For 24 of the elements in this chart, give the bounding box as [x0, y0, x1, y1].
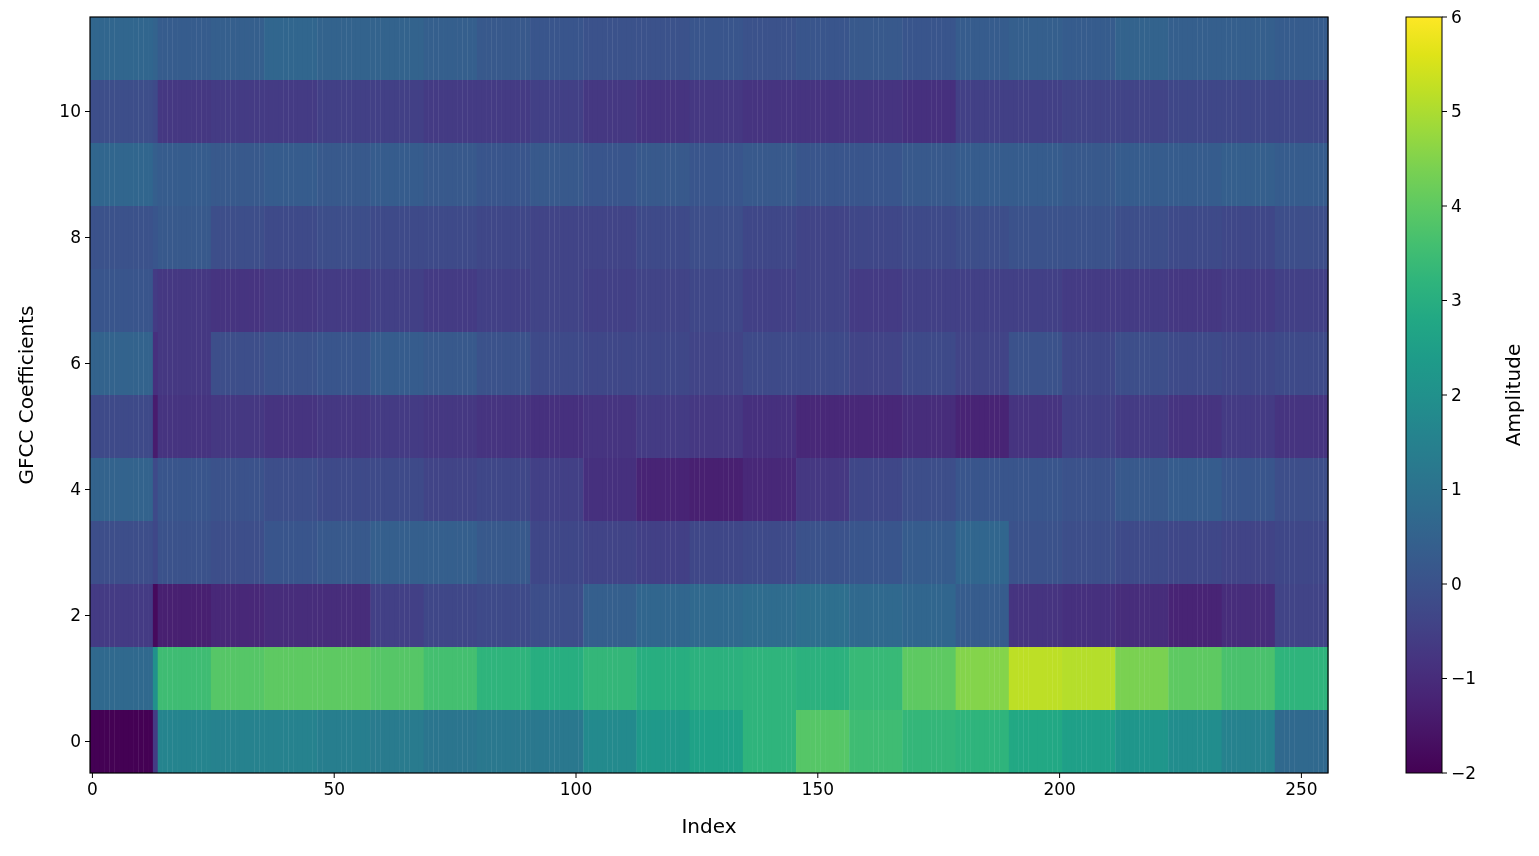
x-tick-label: 200 [1043, 779, 1076, 799]
color-bar-label: 5 [1451, 101, 1462, 122]
color-bar-label: 1 [1451, 479, 1462, 500]
x-tick-label: 250 [1285, 779, 1318, 799]
y-tick-label: 10 [59, 101, 81, 122]
x-tick-label: 100 [559, 779, 593, 799]
color-bar-label: −2 [1451, 762, 1477, 783]
y-axis-title: GFCC Coefficients [14, 305, 38, 485]
color-bar-title: Amplitude [1501, 343, 1525, 447]
x-tick-label: 50 [323, 779, 346, 799]
x-tick-label: 0 [87, 779, 98, 799]
color-bar-label: −1 [1451, 668, 1477, 689]
color-bar-label: 4 [1451, 195, 1462, 216]
y-tick-label: 4 [70, 479, 81, 500]
x-axis-title: Index [681, 814, 737, 838]
y-tick-label: 6 [70, 353, 81, 374]
color-bar-label: 2 [1451, 384, 1462, 405]
y-tick-label: 8 [70, 227, 81, 248]
y-tick-label: 2 [70, 605, 81, 626]
y-tick-label: 0 [70, 731, 81, 752]
color-bar-label: 0 [1451, 573, 1462, 594]
color-bar-label: 6 [1451, 6, 1462, 27]
color-bar-label: 3 [1451, 290, 1462, 311]
x-tick-label: 150 [801, 779, 835, 799]
